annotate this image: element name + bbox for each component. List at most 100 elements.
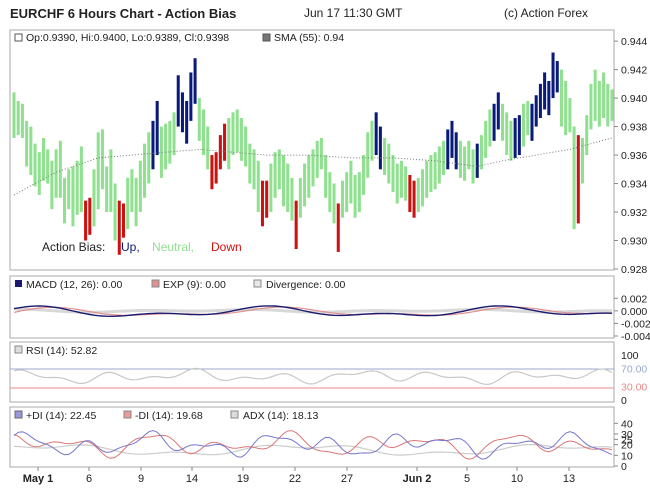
- candle-neutral: [610, 89, 614, 121]
- x-tick-label: 13: [563, 473, 575, 485]
- candle-neutral: [290, 177, 294, 221]
- candle-down: [223, 123, 227, 161]
- candle-neutral: [75, 160, 79, 215]
- candle-neutral: [471, 149, 475, 184]
- candle-neutral: [366, 132, 370, 178]
- candle-neutral: [235, 109, 239, 153]
- x-tick-label: 14: [186, 473, 198, 485]
- price-tick-label: 0.944: [621, 36, 647, 48]
- candle-neutral: [50, 160, 54, 210]
- candle-down: [117, 200, 121, 255]
- candle-neutral: [572, 126, 576, 230]
- candle-neutral: [597, 81, 601, 127]
- candle-up: [374, 112, 378, 156]
- candle-neutral: [383, 137, 387, 175]
- candle-neutral: [442, 140, 446, 175]
- x-tick-label: 6: [86, 473, 92, 485]
- candle-neutral: [463, 146, 467, 181]
- candle-up: [475, 143, 479, 178]
- candle-down: [260, 180, 264, 227]
- candle-neutral: [425, 160, 429, 198]
- chart-copyright: (c) Action Forex: [504, 6, 589, 20]
- price-tick-label: 0.938: [621, 122, 647, 134]
- candle-neutral: [109, 149, 113, 213]
- candle-up: [446, 129, 450, 170]
- minus-di-line: [13, 430, 613, 460]
- candle-neutral: [399, 160, 403, 198]
- candle-neutral: [467, 140, 471, 170]
- candle-neutral: [244, 126, 248, 167]
- candle-neutral: [589, 83, 593, 130]
- candle-neutral: [277, 149, 281, 190]
- rsi-legend: RSI (14): 52.82: [26, 345, 97, 357]
- chart-title: EURCHF 6 Hours Chart - Action Bias: [10, 6, 237, 21]
- candle-neutral: [340, 180, 344, 218]
- candle-neutral: [362, 155, 366, 195]
- macd-tick-label: 0.000: [621, 306, 647, 318]
- candle-up: [496, 92, 500, 130]
- candle-up: [450, 120, 454, 158]
- candle-neutral: [159, 126, 163, 178]
- macd-tick-label: 0.002: [621, 293, 647, 305]
- x-tick-label: 9: [138, 473, 144, 485]
- candle-neutral: [16, 100, 20, 136]
- dmi-tick-label: 10: [621, 450, 633, 462]
- candle-neutral: [526, 100, 530, 136]
- candle-up: [551, 52, 555, 99]
- candle-neutral: [46, 149, 50, 184]
- candle-neutral: [256, 160, 260, 213]
- candle-neutral: [606, 83, 610, 127]
- candle-neutral: [370, 120, 374, 161]
- x-tick-label: May 1: [23, 473, 54, 485]
- candle-neutral: [248, 143, 252, 184]
- divergence-legend-swatch: [253, 279, 262, 288]
- candle-neutral: [286, 163, 290, 213]
- candle-neutral: [324, 155, 328, 198]
- candle-neutral: [113, 183, 117, 241]
- candle-neutral: [328, 172, 332, 213]
- x-tick-label: 27: [341, 473, 353, 485]
- candle-neutral: [602, 72, 606, 119]
- candle-down: [88, 197, 92, 235]
- candle-neutral: [345, 172, 349, 213]
- candle-neutral: [100, 129, 104, 190]
- divergence-legend: Divergence: 0.00: [266, 279, 346, 291]
- candle-neutral: [505, 112, 509, 156]
- candle-neutral: [130, 169, 134, 213]
- candle-down: [294, 200, 298, 250]
- candle-neutral: [138, 160, 142, 213]
- candle-neutral: [353, 175, 357, 218]
- candle-neutral: [433, 152, 437, 190]
- x-tick-label: 22: [289, 473, 301, 485]
- x-tick-label: Jun 2: [403, 473, 432, 485]
- candle-neutral: [96, 132, 100, 210]
- price-tick-label: 0.932: [621, 207, 647, 219]
- candle-neutral: [332, 183, 336, 224]
- rsi-line: [13, 367, 613, 386]
- candle-up: [185, 100, 189, 144]
- candle-neutral: [484, 120, 488, 158]
- rsi-tick-label: 0: [621, 395, 627, 407]
- x-tick-label: 10: [511, 473, 523, 485]
- candle-neutral: [559, 69, 563, 127]
- price-tick-label: 0.934: [621, 179, 647, 191]
- minus-di-legend: -DI (14): 19.68: [135, 410, 203, 422]
- x-tick-label: 19: [237, 473, 249, 485]
- x-tick-label: 5: [464, 473, 470, 485]
- rsi-y-axis: 100 70.00 30.000: [621, 350, 647, 407]
- adx-legend-swatch: [230, 410, 239, 419]
- candle-neutral: [437, 146, 441, 184]
- sma-legend: SMA (55): 0.94: [274, 32, 344, 44]
- macd-legend-swatch: [15, 280, 22, 287]
- candle-up: [155, 100, 159, 156]
- exp-legend: EXP (9): 0.00: [163, 279, 226, 291]
- sma-legend-swatch: [262, 33, 271, 42]
- candle-neutral: [387, 143, 391, 184]
- candle-down: [336, 203, 340, 252]
- x-axis: May 1 6 9 14 19 22 27 Jun 2 5 10 13: [23, 467, 575, 485]
- candle-neutral: [227, 118, 231, 170]
- candle-neutral: [58, 140, 62, 198]
- candle-up: [517, 115, 521, 156]
- candle-down: [265, 180, 269, 218]
